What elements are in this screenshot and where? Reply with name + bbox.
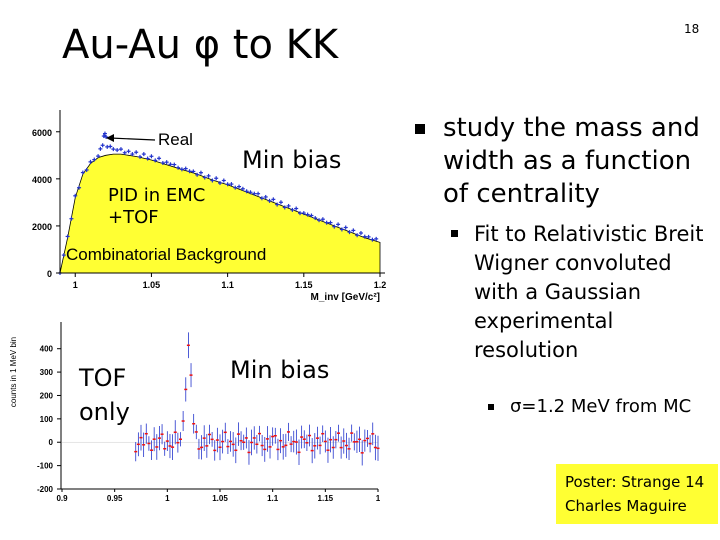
y-tick-label: -100 <box>37 462 54 471</box>
y-tick-label: 4000 <box>32 175 52 185</box>
y-tick-label: 0 <box>47 269 52 279</box>
bullet-square <box>415 124 425 134</box>
bullet-square <box>451 230 458 237</box>
x-tick-label: 1.15 <box>318 494 334 503</box>
x-axis-label: M_inv [GeV/c²] <box>311 292 380 303</box>
x-tick-label: 0.95 <box>107 494 123 503</box>
mass-spectrum-plot: 0 2000 4000 6000 1 1.05 1.1 1.15 1.2 M_inv [GeV/c… <box>0 100 392 305</box>
y-tick-label: 2000 <box>32 222 52 232</box>
x-tick-label: 0.9 <box>56 494 68 503</box>
poster-reference-box: Poster: Strange 14 Charles Maguire <box>556 464 718 524</box>
pid-label-line1: PID in EMC <box>108 185 206 206</box>
y-tick-label: 100 <box>40 415 54 424</box>
y-tick-label: 0 <box>49 438 54 447</box>
annotation-real: Real <box>158 130 193 149</box>
bullet-subsub-text: σ=1.2 MeV from MC <box>510 396 692 417</box>
x-tick-label: 1.05 <box>143 280 161 290</box>
subtracted-spectrum-plot: -200 -100 0 100 200 300 400 0.9 0.95 1 1.05 1.1 1.15… <box>0 312 380 512</box>
poster-line1: Poster: Strange 14 <box>565 473 705 491</box>
bullet-sub-text: Fit to Relativistic Breit Wigner convolu… <box>474 222 704 362</box>
y-tick-label: 6000 <box>32 128 52 138</box>
annotation-arrow <box>109 137 156 141</box>
y-tick-label: 300 <box>40 368 54 377</box>
y-tick-label: 400 <box>40 345 54 354</box>
tof-only-label: TOF only <box>79 361 130 429</box>
x-tick-label: 1.1 <box>267 494 279 503</box>
x-tick-label: 1 <box>73 280 78 290</box>
x-tick-label: 1 <box>165 494 170 503</box>
x-tick-label: 1 <box>376 494 380 503</box>
bullet-square <box>488 404 494 410</box>
x-tick-label: 1.2 <box>374 280 387 290</box>
plot-background <box>0 312 380 512</box>
min-bias-label-top: Min bias <box>242 146 342 174</box>
y-tick-label: 200 <box>40 391 54 400</box>
poster-line2: Charles Maguire <box>565 497 687 515</box>
pid-label: PID in EMC +TOF <box>108 185 205 229</box>
tof-label-line1: TOF <box>79 364 127 392</box>
x-tick-label: 1.15 <box>295 280 313 290</box>
x-tick-label: 1.1 <box>221 280 234 290</box>
annotation-combinatorial: Combinatorial Background <box>66 245 266 264</box>
page-number: 18 <box>684 22 700 36</box>
pid-label-line2: +TOF <box>108 207 159 228</box>
tof-label-line2: only <box>79 398 130 426</box>
y-tick-label: -200 <box>37 485 54 494</box>
y-axis-label: counts in 1 MeV bin <box>9 337 18 407</box>
x-tick-label: 1.05 <box>212 494 228 503</box>
slide-title: Au-Au φ to KK <box>62 22 339 68</box>
bullet-main-text: study the mass and width as a function o… <box>443 113 700 209</box>
min-bias-label-bottom: Min bias <box>230 356 330 384</box>
annotation-arrow-head <box>106 134 114 142</box>
